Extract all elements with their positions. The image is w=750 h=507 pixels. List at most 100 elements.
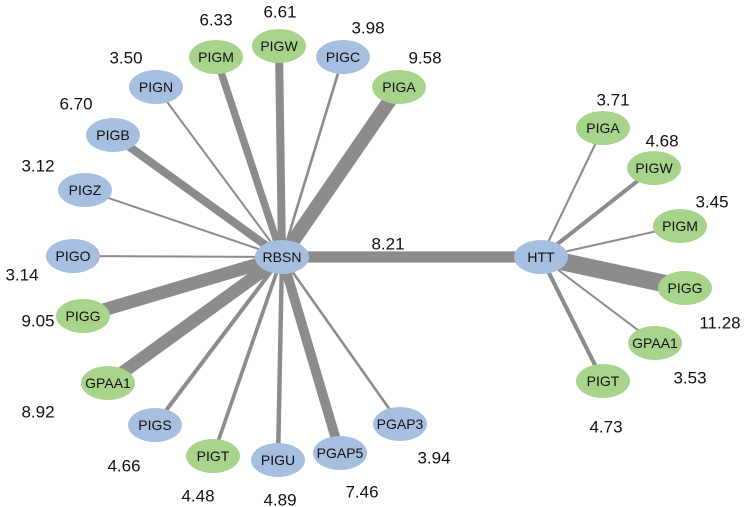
- edge-rbsn-pgap5: [277, 255, 345, 455]
- edge-htt-pigt_h: [539, 256, 605, 382]
- edge-rbsn-pigb: [110, 131, 285, 261]
- node-pigt_r: PIGT: [186, 439, 240, 473]
- node-label: PIGT: [587, 373, 620, 389]
- edge-rbsn-pigg_r: [81, 250, 284, 323]
- node-pigc: PIGC: [316, 40, 370, 74]
- node-pigg_r: PIGG: [56, 299, 110, 333]
- edge-weight-label: 4.66: [107, 457, 140, 476]
- edge-rbsn-pigw_r: [274, 45, 287, 258]
- edge-weight-label: 8.92: [21, 403, 54, 422]
- node-pigg_h: PIGG: [658, 271, 712, 305]
- node-shape: [627, 151, 681, 185]
- node-pigb: PIGB: [86, 118, 140, 152]
- node-rbsn: RBSN: [255, 240, 309, 274]
- edge-weight-label: 6.33: [199, 11, 232, 30]
- edge-weight-label: 9.58: [408, 49, 441, 68]
- node-shape: [373, 407, 427, 441]
- node-label: PIGG: [667, 280, 702, 296]
- node-label: PIGO: [55, 248, 90, 264]
- node-shape: [58, 173, 112, 207]
- node-shape: [628, 326, 682, 360]
- edge-weight-label: 3.53: [673, 369, 706, 388]
- node-shape: [186, 439, 240, 473]
- edge-rbsn-pigz: [84, 189, 283, 258]
- node-label: GPAA1: [632, 335, 678, 351]
- node-label: PIGN: [139, 79, 173, 95]
- node-shape: [251, 443, 305, 477]
- node-piga_h: PIGA: [576, 111, 630, 145]
- edge-weight-label: 8.21: [371, 235, 404, 254]
- edge-weight-label: 9.05: [21, 312, 54, 331]
- node-shape: [658, 271, 712, 305]
- edge-htt-pigw_h: [539, 166, 656, 259]
- node-shape: [129, 70, 183, 104]
- node-label: PIGT: [197, 448, 230, 464]
- node-pgap3: PGAP3: [373, 407, 427, 441]
- node-label: PIGU: [261, 452, 295, 468]
- edge-rbsn-pigm_r: [212, 55, 286, 259]
- edge-weight-label: 4.89: [263, 491, 296, 507]
- edge-weight-label: 3.50: [109, 49, 142, 68]
- node-shape: [255, 240, 309, 274]
- node-label: PIGC: [326, 49, 360, 65]
- node-pigs: PIGS: [128, 408, 182, 442]
- edge-rbsn-pigs: [153, 255, 284, 427]
- node-label: PIGM: [662, 218, 698, 234]
- edge-rbsn-pign: [155, 86, 283, 258]
- edge-weight-label: 4.48: [181, 487, 214, 506]
- edge-weight-label: 3.14: [5, 266, 38, 285]
- edge-weight-label: 4.73: [589, 418, 622, 437]
- edge-weight-label: 3.12: [21, 157, 54, 176]
- node-piga_r: PIGA: [372, 70, 426, 104]
- node-shape: [189, 40, 243, 74]
- edge-weight-label: 7.46: [345, 483, 378, 502]
- node-gpaa1_r: GPAA1: [81, 366, 135, 400]
- node-label: PGAP5: [317, 445, 364, 461]
- node-label: PIGS: [138, 417, 171, 433]
- node-pigt_h: PIGT: [576, 364, 630, 398]
- edge-rbsn-piga_r: [276, 83, 405, 261]
- edge-rbsn-pigt_r: [211, 256, 284, 457]
- edge-htt-gpaa1_h: [540, 256, 656, 344]
- edge-weight-label: 6.70: [59, 95, 92, 114]
- node-shape: [252, 29, 306, 63]
- nodes-layer: RBSN HTT PIGM PIGW PIGC PIGA PIGN PIGB PIGZ PIGO P…: [46, 29, 712, 477]
- node-label: GPAA1: [85, 375, 131, 391]
- edges-layer: [72, 45, 687, 461]
- node-pigu: PIGU: [251, 443, 305, 477]
- node-label: PIGM: [198, 49, 234, 65]
- node-pigo: PIGO: [46, 239, 100, 273]
- node-shape: [86, 118, 140, 152]
- edge-weight-label: 3.45: [695, 193, 728, 212]
- node-pigm_h: PIGM: [653, 209, 707, 243]
- node-label: PIGA: [382, 79, 416, 95]
- edge-rbsn-pigo: [72, 255, 283, 258]
- edge-weight-label: 3.94: [417, 449, 450, 468]
- edge-rbsn-gpaa1_r: [104, 251, 286, 389]
- weight-labels-layer: 8.21 6.33 6.61 3.98 9.58 3.50 6.70 3.12 3.14 9.05…: [5, 3, 740, 507]
- node-shape: [316, 40, 370, 74]
- node-label: PIGG: [65, 308, 100, 324]
- node-label: PIGW: [260, 38, 298, 54]
- node-pign: PIGN: [129, 70, 183, 104]
- node-shape: [514, 240, 568, 274]
- node-pigw_r: PIGW: [252, 29, 306, 63]
- node-label: PIGW: [635, 160, 673, 176]
- node-shape: [653, 209, 707, 243]
- node-label: HTT: [527, 249, 555, 265]
- node-label: PGAP3: [377, 416, 424, 432]
- edge-weight-label: 3.98: [351, 19, 384, 38]
- node-shape: [576, 364, 630, 398]
- node-label: RBSN: [263, 249, 302, 265]
- node-pigw_h: PIGW: [627, 151, 681, 185]
- node-shape: [56, 299, 110, 333]
- node-pgap5: PGAP5: [313, 436, 367, 470]
- edge-weight-label: 11.28: [699, 314, 740, 333]
- node-pigm_r: PIGM: [189, 40, 243, 74]
- node-shape: [372, 70, 426, 104]
- edge-weight-label: 4.68: [645, 132, 678, 151]
- node-shape: [81, 366, 135, 400]
- edge-rbsn-pigu: [275, 256, 285, 461]
- edge-rbsn-pigc: [280, 56, 345, 258]
- node-shape: [313, 436, 367, 470]
